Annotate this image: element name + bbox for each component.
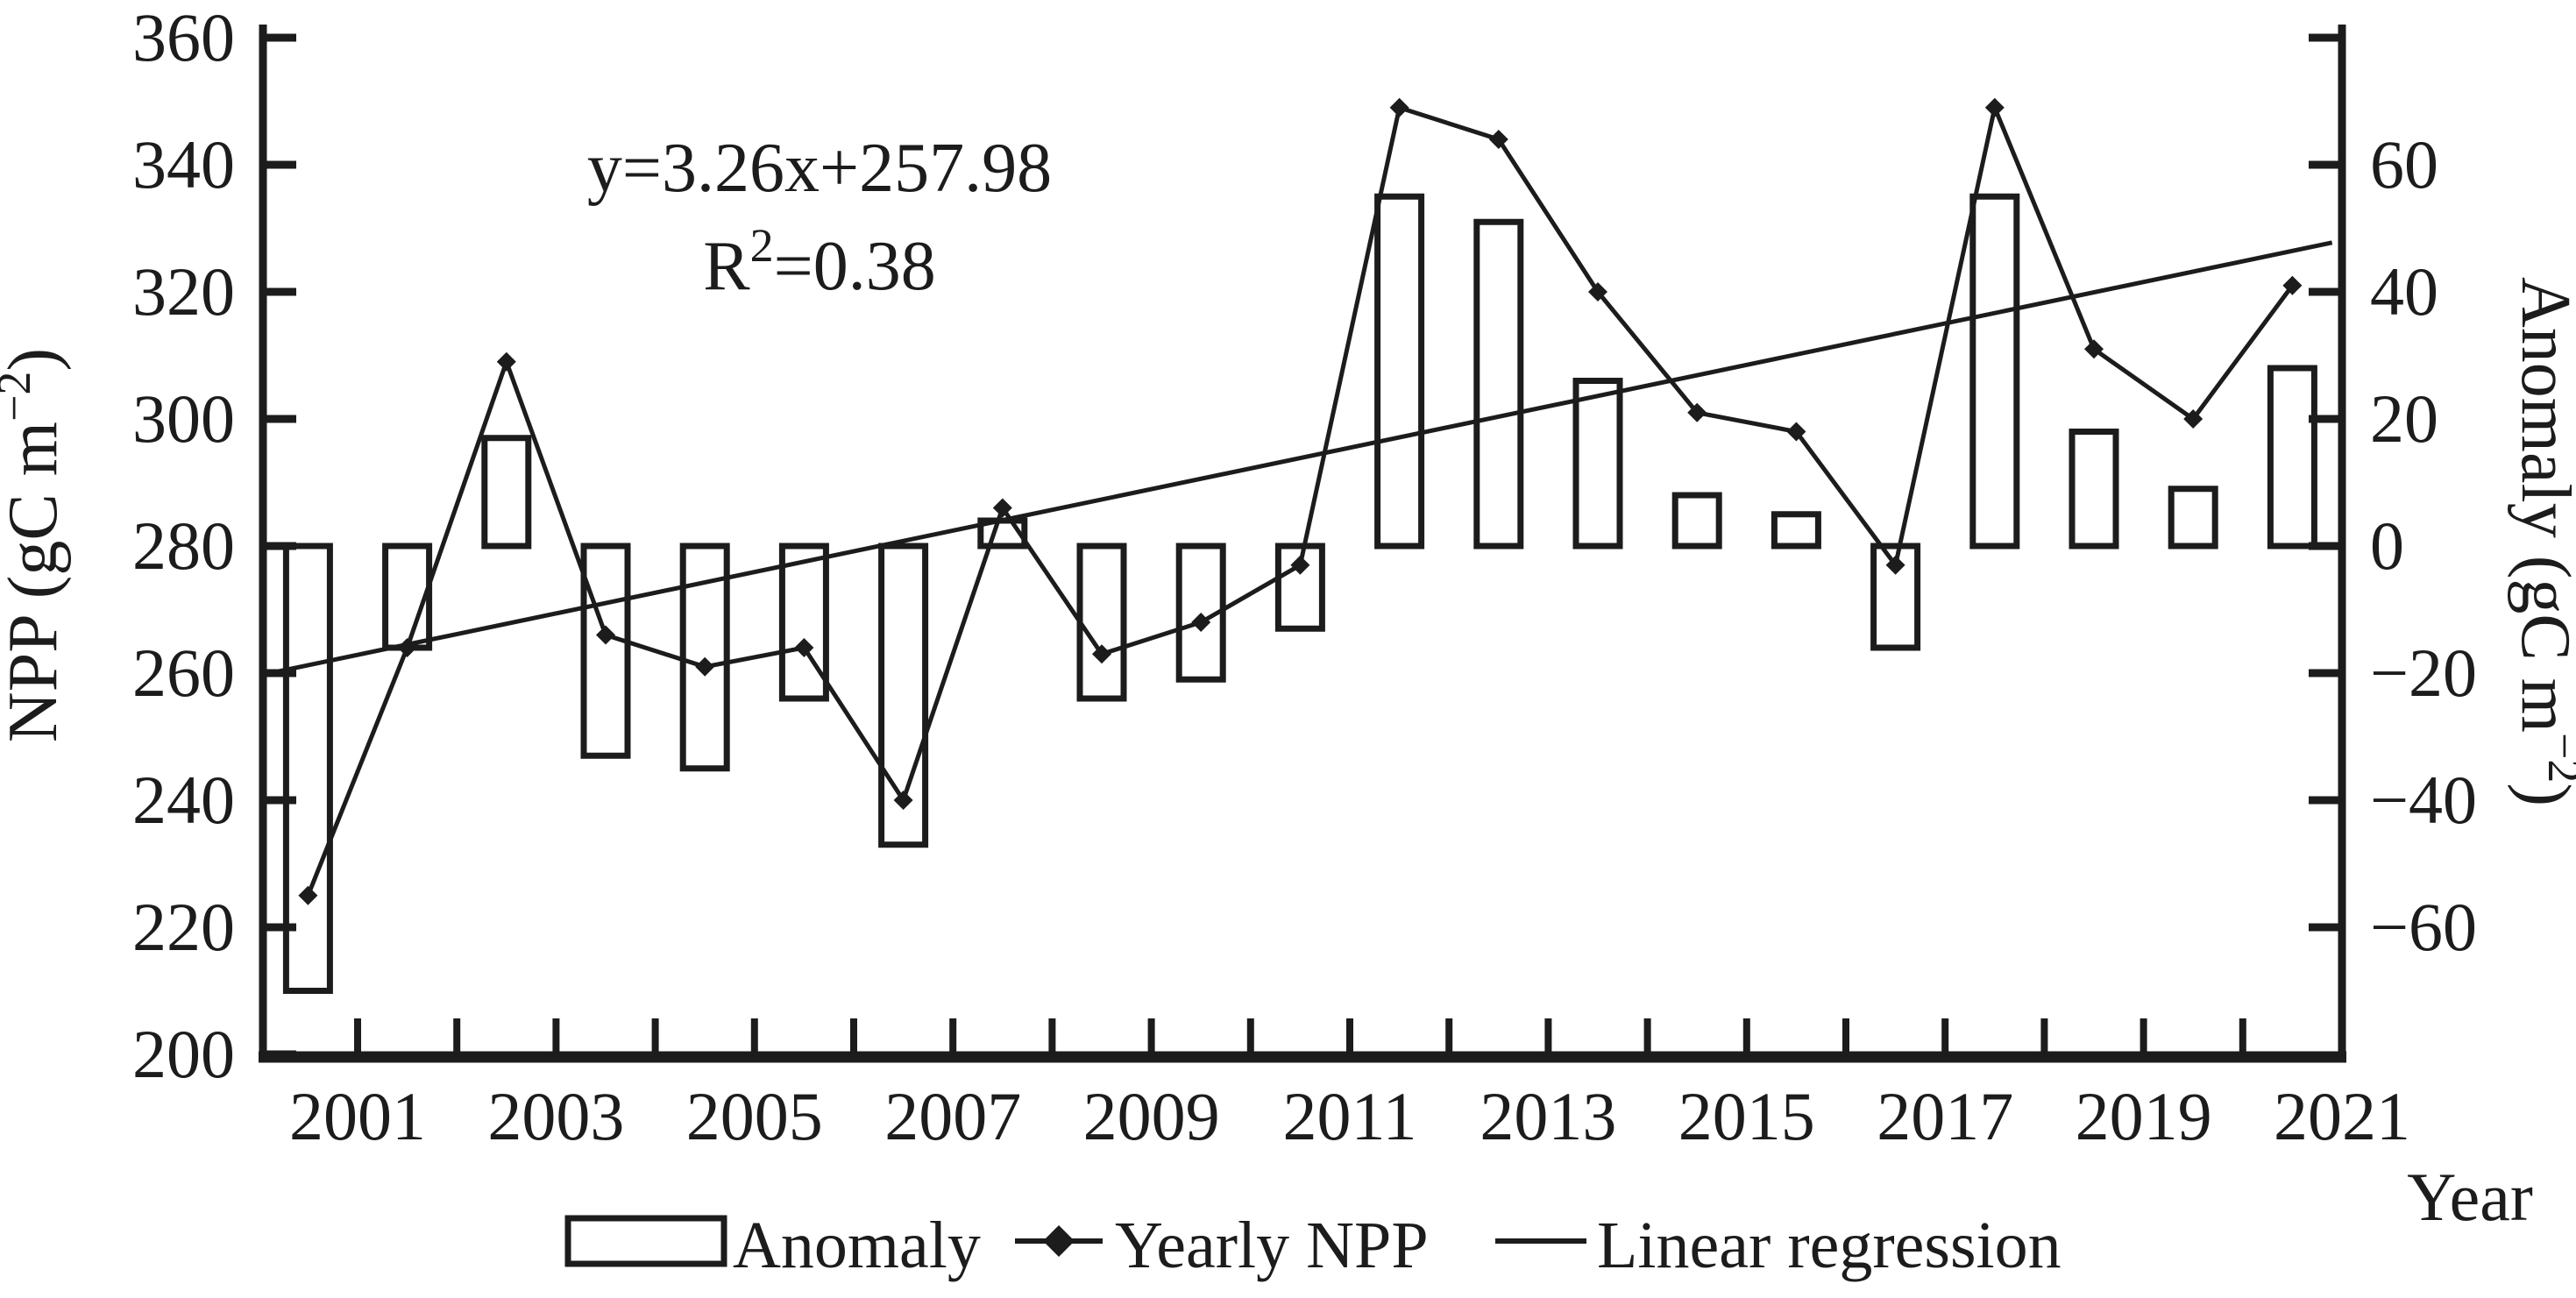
anomaly-bar: [1771, 511, 1821, 550]
linear-regression-line: [266, 240, 2333, 677]
anomaly-bar: [1076, 543, 1127, 702]
anomaly-bar: [1473, 218, 1524, 550]
plot-area: 3603403203002802602402202006040200−20−40…: [132, 0, 2477, 1154]
yearly-npp-point: [2282, 275, 2303, 295]
yearly-npp-point: [298, 885, 318, 905]
anomaly-bar: [282, 543, 333, 994]
right-axis-tick-label: 0: [2370, 507, 2404, 584]
x-axis-tick-label: 2009: [1083, 1078, 1220, 1154]
legend-linear-regression-label: Linear regression: [1597, 1209, 2062, 1282]
right-axis-tick-label: −40: [2370, 762, 2477, 838]
right-axis-tick-label: −20: [2370, 635, 2477, 711]
x-axis-tick-label: 2013: [1480, 1078, 1616, 1154]
x-axis-tick-label: 2001: [289, 1078, 426, 1154]
yearly-npp-point: [893, 791, 913, 810]
x-axis-tick-label: 2017: [1877, 1078, 2013, 1154]
right-axis-tick-label: 40: [2370, 253, 2438, 330]
anomaly-bar: [2168, 486, 2218, 550]
left-axis-tick-label: 280: [132, 507, 235, 584]
yearly-npp-point: [1290, 555, 1310, 575]
left-axis-tick-label: 260: [132, 635, 235, 711]
yearly-npp-point: [596, 625, 615, 645]
anomaly-bar: [679, 543, 730, 772]
left-axis-tick-label: 200: [132, 1016, 235, 1092]
anomaly-bar: [1175, 543, 1226, 683]
yearly-npp-point: [2183, 409, 2203, 429]
anomaly-bar: [1870, 543, 1921, 651]
yearly-npp-point: [794, 638, 814, 657]
regression-equation: y=3.26x+257.98: [587, 130, 1052, 207]
yearly-npp-point: [1885, 555, 1905, 575]
yearly-npp-point: [397, 638, 417, 657]
legend: Anomaly Yearly NPP Linear regression: [564, 1209, 2062, 1282]
right-axis-tick-label: 60: [2370, 126, 2438, 202]
x-axis-tick-label: 2015: [1678, 1078, 1815, 1154]
x-axis-tick-label: 2003: [487, 1078, 624, 1154]
legend-anomaly-swatch: [564, 1215, 727, 1267]
legend-yearly-npp-marker-diamond: [1043, 1225, 1075, 1257]
left-axis-tick-label: 240: [132, 762, 235, 838]
yearly-npp-point: [1984, 97, 2005, 117]
anomaly-bar: [1374, 193, 1425, 550]
anomaly-bar: [1671, 492, 1722, 550]
anomaly-bar: [1274, 543, 1325, 632]
anomaly-bar: [481, 435, 532, 550]
yearly-npp-point: [1092, 644, 1111, 664]
x-axis-title: Year: [2407, 1159, 2533, 1235]
left-axis-tick-label: 340: [132, 126, 235, 202]
anomaly-bar: [1969, 193, 2020, 550]
x-axis-tick-label: 2011: [1282, 1078, 1416, 1154]
x-axis-tick-label: 2005: [686, 1078, 823, 1154]
anomaly-bar: [778, 543, 829, 702]
yearly-npp-point: [2084, 339, 2104, 359]
yearly-npp-point: [1488, 130, 1508, 149]
yearly-npp-point: [1588, 282, 1607, 301]
anomaly-bar: [580, 543, 631, 759]
anomaly-bar: [2267, 365, 2317, 550]
anomaly-bar: [878, 543, 929, 848]
yearly-npp-point: [695, 656, 715, 677]
yearly-npp-point: [1687, 402, 1707, 422]
anomaly-bar: [2069, 429, 2119, 550]
legend-anomaly-label: Anomaly: [733, 1209, 981, 1282]
yearly-npp-point: [1786, 422, 1806, 442]
yearly-npp-point: [1191, 613, 1211, 632]
right-axis-tick-label: −60: [2370, 889, 2477, 965]
left-axis-tick-label: 300: [132, 380, 235, 457]
x-axis-tick-label: 2019: [2076, 1078, 2212, 1154]
x-axis-tick-label: 2007: [884, 1078, 1021, 1154]
x-axis-tick-label: 2021: [2274, 1078, 2410, 1154]
anomaly-bar: [1572, 378, 1623, 550]
yearly-npp-point: [496, 351, 516, 372]
legend-yearly-npp-label: Yearly NPP: [1115, 1209, 1429, 1282]
r-squared-annotation: R2=0.38: [703, 219, 935, 305]
right-axis-tick-label: 20: [2370, 380, 2438, 457]
left-axis-title: NPP (gC m−2): [0, 348, 72, 742]
yearly-npp-point: [1389, 97, 1409, 117]
right-axis-title: Anomaly (gC m−2): [2507, 277, 2576, 806]
yearly-npp-point: [992, 498, 1012, 518]
left-axis-tick-label: 220: [132, 889, 235, 965]
yearly-npp-line: [306, 100, 2295, 897]
left-axis-tick-label: 360: [132, 0, 235, 75]
left-axis-tick-label: 320: [132, 253, 235, 330]
